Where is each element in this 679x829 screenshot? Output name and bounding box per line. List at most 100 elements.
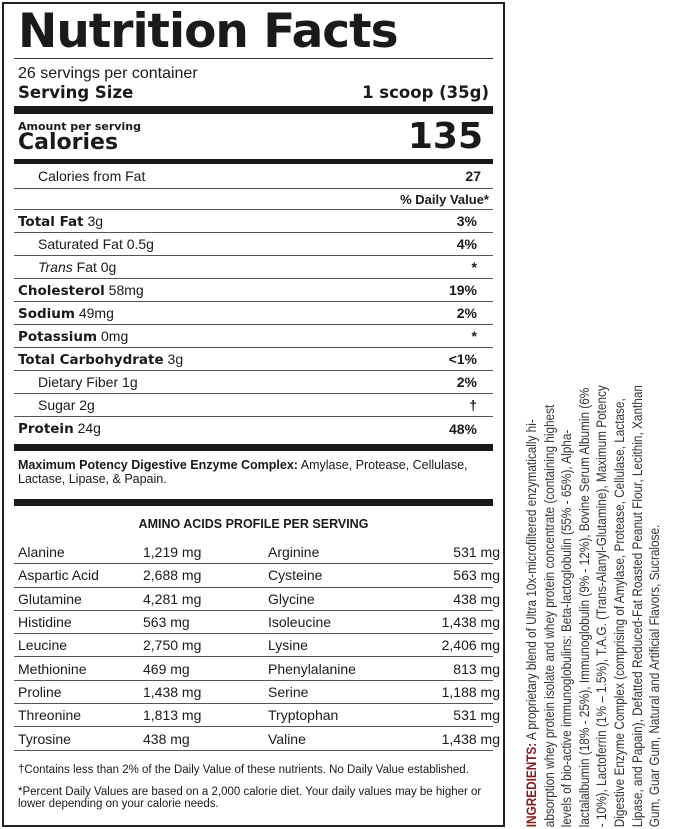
serving-size-label: Serving Size xyxy=(18,83,134,102)
nutrient-label: Saturated Fat xyxy=(38,236,123,252)
amino-name: Histidine xyxy=(18,614,72,631)
calories-label: Calories xyxy=(18,130,119,155)
amino-header: AMINO ACIDS PROFILE PER SERVING xyxy=(138,517,369,531)
nutrient-name: Protein 24g xyxy=(18,420,101,437)
ingredients: INGREDIENTS: A proprietary blend of Ultr… xyxy=(521,381,679,829)
amino-row: Glutamine 4,281 mg Glycine 438 mg xyxy=(14,588,500,611)
amino-row: Aspartic Acid 2,688 mg Cysteine 563 mg xyxy=(14,564,500,588)
amino-amount: 2,750 mg xyxy=(143,637,202,654)
amino-name: Tryptophan xyxy=(268,707,339,724)
calories-from-fat-row: Calories from Fat 27 xyxy=(14,164,493,189)
enzyme-label: Maximum Potency Digestive Enzyme Complex… xyxy=(18,458,298,472)
amount-per-serving: Amount per serving xyxy=(18,120,141,133)
amino-amount: 563 mg xyxy=(143,614,190,631)
amino-amount: 531 mg xyxy=(453,544,500,561)
nutrient-row: Protein 24g 48% xyxy=(14,417,493,440)
nutrient-dv: 2% xyxy=(456,374,477,390)
amino-name: Serine xyxy=(268,683,309,700)
nutrient-amount: 0mg xyxy=(101,327,129,344)
nutrient-name: Potassium 0mg xyxy=(18,328,128,345)
nutrient-dv: * xyxy=(471,259,477,275)
ingredients-text: A proprietary blend of Ultra 10x-microfi… xyxy=(524,385,663,828)
amino-row: Methionine 469 mg Phenylalanine 813 mg xyxy=(14,657,500,681)
nutrient-dv: 19% xyxy=(448,282,477,298)
amino-name: Aspartic Acid xyxy=(18,567,99,584)
footnote-dagger: †Contains less than 2% of the Daily Valu… xyxy=(18,763,469,776)
enzyme-complex: Maximum Potency Digestive Enzyme Complex… xyxy=(14,451,493,499)
amino-amount: 469 mg xyxy=(143,660,190,677)
amino-amount: 438 mg xyxy=(453,590,500,607)
amino-amount: 2,688 mg xyxy=(143,567,202,584)
amino-amount: 1,188 mg xyxy=(441,683,500,700)
divider-thick xyxy=(14,106,493,114)
nutrient-row: Total Carbohydrate 3g <1% xyxy=(14,348,493,371)
amino-amount: 438 mg xyxy=(143,730,190,747)
amino-row: Alanine 1,219 mg Arginine 531 mg xyxy=(14,541,500,565)
nutrient-dv: 3% xyxy=(456,213,477,229)
nutrient-name-italic: Trans xyxy=(38,259,73,275)
amino-row: Leucine 2,750 mg Lysine 2,406 mg xyxy=(14,634,500,658)
amino-amount: 563 mg xyxy=(453,567,500,584)
nutrient-row: Sugar 2g † xyxy=(14,394,493,417)
nutrient-name: Total Fat 3g xyxy=(18,213,103,230)
nutrient-dv: 48% xyxy=(448,420,477,437)
amino-amount: 1,438 mg xyxy=(143,683,202,700)
nutrient-amount: 3g xyxy=(167,350,184,367)
nutrient-dv: 2% xyxy=(456,305,477,321)
amino-amount: 1,219 mg xyxy=(143,544,202,561)
nutrient-amount: 1g xyxy=(122,374,138,390)
divider-thick xyxy=(14,159,493,164)
nutrient-amount: 0g xyxy=(100,259,117,275)
nutrient-name: Saturated Fat 0.5g xyxy=(38,236,154,252)
amino-name: Leucine xyxy=(18,637,68,654)
nutrient-dv: † xyxy=(469,397,477,413)
amino-row: Proline 1,438 mg Serine 1,188 mg xyxy=(14,681,500,705)
nutrient-row: Total Fat 3g 3% xyxy=(14,210,493,233)
nutrient-label: Cholesterol xyxy=(18,282,105,299)
nutrient-label: Dietary Fiber xyxy=(38,374,119,390)
nutrient-amount: 24g xyxy=(77,420,101,436)
nutrient-label: Total Fat xyxy=(18,213,84,230)
nutrient-row: Dietary Fiber 1g 2% xyxy=(14,371,493,394)
nutrient-name: Dietary Fiber 1g xyxy=(38,374,138,390)
nutrient-row: Saturated Fat 0.5g 4% xyxy=(14,233,493,256)
nutrient-dv: <1% xyxy=(448,351,477,367)
nutrient-row: Trans Fat 0g * xyxy=(14,256,493,279)
label-title: Nutrition Facts xyxy=(18,4,399,59)
amino-name: Phenylalanine xyxy=(268,660,356,677)
nutrient-name: Cholesterol 58mg xyxy=(18,282,144,299)
amino-name: Threonine xyxy=(18,707,82,724)
nutrient-amount: 2g xyxy=(79,397,95,413)
nutrient-label: Protein xyxy=(18,421,74,437)
daily-value-header: % Daily Value* xyxy=(14,189,493,210)
amino-row: Histidine 563 mg Isoleucine 1,438 mg xyxy=(14,611,500,635)
nutrient-label: Potassium xyxy=(18,328,98,345)
amino-name: Isoleucine xyxy=(268,614,332,631)
nutrient-label: Total Carbohydrate xyxy=(18,351,164,368)
nutrient-name: Trans Fat 0g xyxy=(38,259,116,275)
nutrient-name-rest: Fat xyxy=(76,259,97,275)
amino-name: Lysine xyxy=(268,637,308,654)
nutrition-label: Nutrition Facts 26 servings per containe… xyxy=(2,2,505,827)
amino-name: Alanine xyxy=(18,544,65,561)
amino-name: Arginine xyxy=(268,544,320,561)
amino-name: Glutamine xyxy=(18,590,82,607)
amino-name: Glycine xyxy=(268,590,315,607)
calories-from-fat-value: 27 xyxy=(465,168,481,184)
nutrient-list: Total Fat 3g 3% Saturated Fat 0.5g 4% Trans … xyxy=(14,210,493,440)
nutrient-label: Sodium xyxy=(18,305,75,322)
amino-name: Cysteine xyxy=(268,567,323,584)
amino-name: Valine xyxy=(268,730,306,747)
nutrient-name: Sodium 49mg xyxy=(18,305,114,322)
amino-amount: 4,281 mg xyxy=(143,590,202,607)
amino-amount: 531 mg xyxy=(453,707,500,724)
divider-thick xyxy=(14,499,493,506)
calories-from-fat-label: Calories from Fat xyxy=(38,168,146,184)
amino-amount: 1,813 mg xyxy=(143,707,202,724)
amino-name: Methionine xyxy=(18,660,87,677)
amino-row: Threonine 1,813 mg Tryptophan 531 mg xyxy=(14,704,500,728)
nutrient-amount: 49mg xyxy=(78,304,114,321)
nutrient-row: Cholesterol 58mg 19% xyxy=(14,279,493,302)
nutrient-name: Total Carbohydrate 3g xyxy=(18,351,183,368)
serving-size-value: 1 scoop (35g) xyxy=(362,83,489,102)
